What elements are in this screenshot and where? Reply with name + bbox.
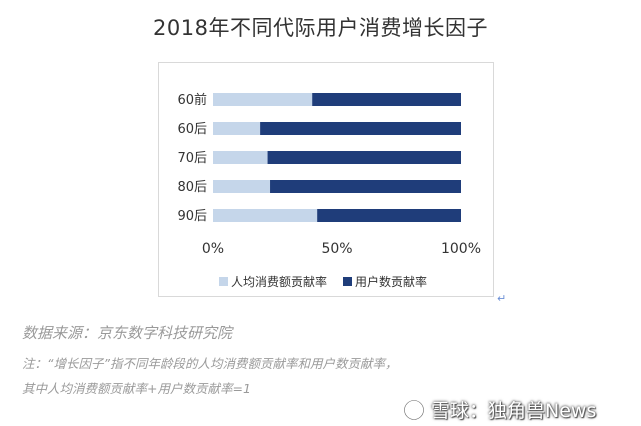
- bar-per-capita: [213, 151, 268, 164]
- category-label: 70后: [177, 151, 207, 166]
- chart-area: 60前 60后 70后 80后 90后 0% 50% 100% 人均消费额贡献率 用户数贡献率: [158, 62, 494, 297]
- category-label: 80后: [177, 180, 207, 195]
- return-mark-icon: ↵: [497, 292, 507, 305]
- bar-per-capita: [213, 122, 261, 135]
- legend-swatch-per-capita: [219, 277, 228, 286]
- note-line-1: 注：“增长因子”指不同年龄段的人均消费额贡献率和用户数贡献率，: [22, 356, 398, 371]
- bar-user-count: [317, 209, 461, 222]
- bar-per-capita: [213, 93, 313, 106]
- bar-user-count: [312, 93, 461, 106]
- bar-per-capita: [213, 180, 271, 193]
- bar-user-count: [267, 151, 461, 164]
- legend-swatch-user-count: [343, 277, 352, 286]
- bar-per-capita: [213, 209, 318, 222]
- category-label: 90后: [177, 209, 207, 224]
- x-tick-label: 50%: [321, 241, 352, 257]
- bar-user-count: [270, 180, 461, 193]
- category-label: 60后: [177, 122, 207, 137]
- category-label: 60前: [177, 92, 207, 108]
- x-tick-label: 100%: [441, 241, 481, 257]
- bar-chart: 60前 60后 70后 80后 90后 0% 50% 100% 人均消费额贡献率 用户数贡献率: [177, 92, 481, 289]
- legend-label: 用户数贡献率: [355, 274, 427, 289]
- chart-title: 2018年不同代际用户消费增长因子: [153, 16, 488, 40]
- legend-label: 人均消费额贡献率: [231, 274, 327, 289]
- watermark-text: 雪球：独角兽News: [431, 400, 597, 422]
- bar-user-count: [260, 122, 461, 135]
- watermark: 雪球：独角兽News: [403, 396, 596, 423]
- data-source: 数据来源：京东数字科技研究院: [22, 324, 233, 342]
- note-line-2: 其中人均消费额贡献率+用户数贡献率=1: [22, 381, 251, 396]
- x-tick-label: 0%: [202, 241, 224, 257]
- snowball-logo-icon: [403, 398, 425, 421]
